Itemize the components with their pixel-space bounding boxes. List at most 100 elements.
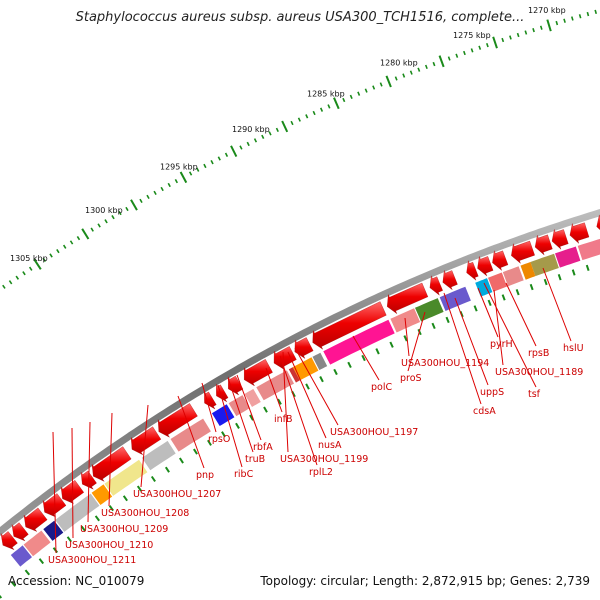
gene-arrow (387, 282, 429, 315)
gene-arrow (204, 390, 217, 410)
gene-arrow (477, 255, 494, 277)
scale-tick-label: 1275 kbp (453, 31, 491, 40)
scale-tick (546, 19, 552, 32)
gene-feature (170, 418, 211, 452)
inner-tick (94, 515, 100, 522)
scale-tick (2, 284, 6, 289)
scale-tick (146, 194, 150, 200)
scale-tick (327, 104, 331, 109)
scale-tick (438, 55, 445, 68)
inner-tick (164, 466, 170, 473)
gene-label: polC (371, 382, 392, 393)
gene-label: tsf (528, 389, 541, 400)
scale-tick (447, 56, 451, 61)
scale-tick-label: 1300 kbp (85, 206, 123, 215)
topology-summary: Topology: circular; Length: 2,872,915 bp… (260, 574, 590, 588)
leader-line (505, 282, 537, 347)
gene-feature (228, 395, 250, 417)
gene-label: cdsA (473, 406, 496, 417)
scale-tick (319, 107, 324, 112)
inner-tick (277, 398, 282, 405)
inner-tick (347, 361, 352, 369)
scale-tick (394, 76, 398, 81)
scale-tick (69, 240, 74, 245)
inner-tick (263, 406, 268, 413)
scale-tick (305, 114, 309, 119)
leader-line (52, 431, 57, 554)
scale-tick (76, 236, 81, 241)
gene-arrow (91, 446, 132, 482)
gene-label: USA300HOU_1194 (401, 358, 489, 369)
scale-tick (509, 35, 512, 40)
inner-tick (235, 422, 240, 429)
gene-label: proS (400, 373, 422, 384)
scale-tick-label: 1285 kbp (307, 89, 345, 98)
inner-tick (487, 299, 492, 307)
accession-text: Accession: NC_010079 (8, 574, 145, 588)
scale-tick (246, 141, 250, 147)
gene-label: uppS (480, 387, 504, 398)
gene-label: hslU (563, 343, 584, 354)
gene-label: pnp (196, 470, 214, 481)
leader-line (236, 374, 262, 441)
inner-tick (515, 289, 520, 296)
scale-tick-label: 1270 kbp (528, 6, 566, 15)
inner-tick (445, 316, 450, 324)
leader-line (352, 335, 380, 381)
leader-line (404, 317, 410, 357)
scale-tick (253, 138, 258, 143)
leader-line (294, 347, 339, 426)
scale-tick (357, 91, 361, 96)
leader-line (287, 351, 327, 439)
gene-feature (555, 246, 581, 268)
scale-tick (275, 127, 279, 133)
gene-feature (520, 262, 536, 280)
genome-backbone (0, 208, 600, 537)
scale-tick (97, 223, 101, 228)
scale-tick (130, 199, 138, 211)
inner-tick (207, 439, 212, 446)
inner-tick (361, 354, 366, 362)
scale-tick (385, 75, 392, 88)
gene-arrow (11, 522, 29, 542)
scale-tick (571, 16, 574, 21)
gene-label: truB (245, 454, 265, 465)
scale-tick (111, 215, 115, 220)
scale-tick (409, 70, 413, 75)
scale-tick (342, 97, 346, 103)
scale-tick (485, 42, 489, 48)
gene-feature (415, 298, 444, 322)
gene-label: USA300HOU_1189 (495, 367, 583, 378)
inner-tick (389, 341, 394, 348)
inner-tick (178, 457, 184, 464)
scale-tick (118, 210, 122, 216)
scale-tick (90, 227, 94, 232)
leader-line (443, 292, 482, 405)
inner-tick (333, 368, 338, 376)
scale-tick (586, 11, 590, 17)
gene-arrow (442, 270, 458, 290)
gene-arrow (23, 507, 48, 532)
leader-line (483, 282, 537, 388)
scale-tick (217, 156, 221, 161)
gene-feature (91, 484, 113, 505)
backbone-arc (0, 208, 600, 537)
scale-tick (62, 244, 67, 249)
scale-tick (42, 257, 47, 262)
scale-tick (230, 145, 238, 157)
scale-tick (463, 50, 466, 56)
scale-tick (22, 271, 26, 276)
scale-tick (470, 48, 474, 53)
gene-feature (292, 357, 319, 381)
scale-tick (179, 171, 188, 184)
inner-tick (543, 278, 548, 286)
gene-label: USA300HOU_1208 (101, 508, 189, 519)
scale-tick (203, 163, 207, 169)
gene-feature (141, 440, 176, 471)
page-title: Staphylococcus aureus subsp. aureus USA3… (75, 10, 525, 25)
inner-tick (66, 536, 73, 543)
gene-feature (488, 272, 508, 292)
inner-tick (122, 495, 128, 502)
inner-tick (38, 558, 45, 565)
scale-tick (224, 152, 229, 157)
